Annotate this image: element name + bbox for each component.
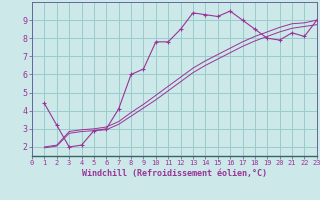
X-axis label: Windchill (Refroidissement éolien,°C): Windchill (Refroidissement éolien,°C) [82, 169, 267, 178]
